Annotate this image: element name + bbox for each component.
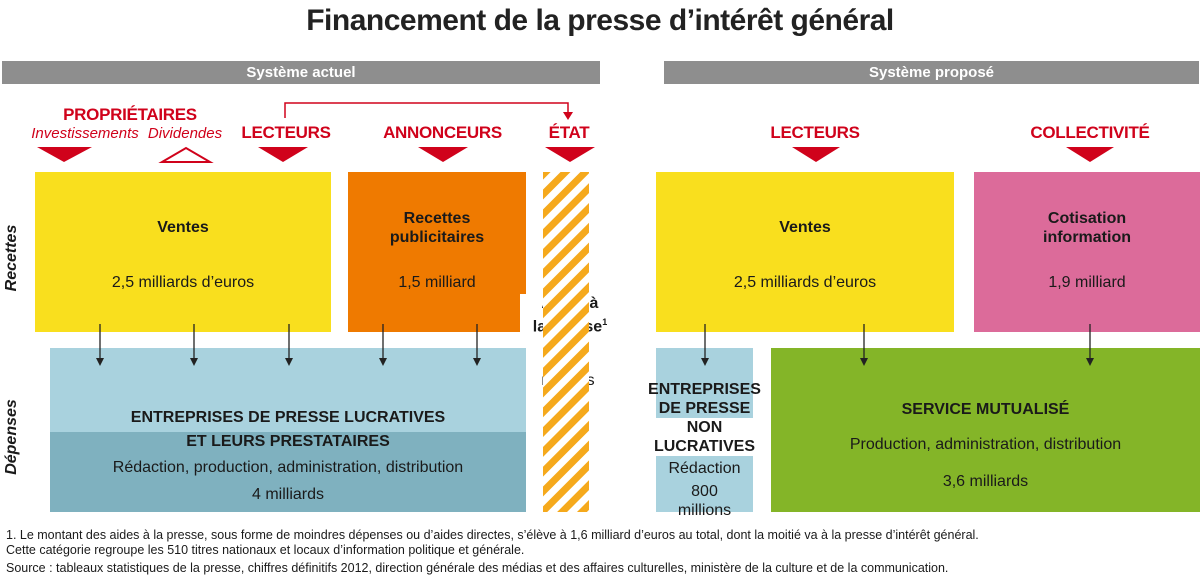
investissements-triangle-icon [37, 147, 92, 162]
dividendes-label: Dividendes [147, 125, 223, 142]
cotisation-title-2: information [1043, 229, 1131, 246]
non-lucratives-desc: Rédaction [668, 460, 741, 477]
recettes-pub-title-1: Recettes [403, 210, 471, 227]
aides-title-2: la presse [532, 318, 603, 336]
cotisation-title-1: Cotisation [1047, 210, 1127, 227]
recettes-pub-value: 1,5 milliard [398, 274, 476, 291]
etat-label: ÉTAT [548, 123, 590, 142]
ventes-proposed-value: 2,5 milliards d’euros [733, 274, 877, 291]
depenses-label: Dépenses [3, 399, 20, 475]
investissements-label: Investissements [31, 125, 139, 142]
aides-footnote-mark: 1 [602, 317, 608, 327]
annonceurs-label: ANNONCEURS [383, 123, 502, 142]
aides-title-2-wrap: la presse1 [533, 313, 607, 336]
footnote-2: Cette catégorie regroupe les 510 titres … [6, 543, 525, 557]
aides-value-1: 800 [554, 353, 582, 370]
proposed-system-bar: Système proposé [664, 61, 1199, 84]
dividendes-triangle-icon [158, 146, 214, 163]
entreprises-value: 4 milliards [251, 486, 324, 503]
ventes-current-title: Ventes [157, 219, 209, 236]
recettes-label: Recettes [3, 224, 20, 292]
etat-striped-column [543, 172, 589, 512]
collectivite-label: COLLECTIVITÉ [1030, 123, 1150, 142]
non-lucratives-value-1: 800 [691, 483, 718, 500]
cotisation-value: 1,9 milliard [1048, 274, 1126, 291]
page-title: Financement de la presse d’intérêt génér… [306, 4, 894, 37]
non-lucratives-title-1: ENTREPRISES [648, 381, 761, 398]
entreprises-title-1: ENTREPRISES DE PRESSE LUCRATIVES [130, 409, 446, 426]
service-title: SERVICE MUTUALISÉ [901, 401, 1070, 418]
aides-value-box: 800 millions [530, 352, 606, 390]
recettes-pub-title-2: publicitaires [389, 229, 485, 246]
non-lucratives-value-2: millions [677, 502, 732, 519]
entreprises-lucratives-text: ENTREPRISES DE PRESSE LUCRATIVES ET LEUR… [50, 408, 526, 504]
current-system-bar: Système actuel [2, 61, 600, 84]
lecteurs-etat-arrow-icon [563, 112, 573, 120]
entreprises-desc: Rédaction, production, administration, d… [112, 459, 464, 476]
aides-label-box: Aides à la presse1 [520, 294, 620, 337]
service-mutualise-box: SERVICE MUTUALISÉ Production, administra… [771, 348, 1200, 512]
aides-title-1: Aides à [541, 295, 599, 312]
footnote-1: 1. Le montant des aides à la presse, sou… [6, 528, 979, 542]
aides-value-2: millions [541, 372, 595, 389]
cotisation-box: Cotisation information 1,9 milliard [974, 172, 1200, 332]
lecteurs-current-label: LECTEURS [241, 123, 331, 142]
lecteurs-current-triangle-icon [258, 147, 308, 162]
entreprises-title-2: ET LEURS PRESTATAIRES [186, 433, 390, 450]
entreprises-lucratives-lower [50, 432, 526, 512]
collectivite-triangle-icon [1066, 147, 1114, 162]
lecteurs-etat-connector [284, 102, 569, 118]
service-desc: Production, administration, distribution [849, 436, 1122, 453]
etat-triangle-icon [545, 147, 595, 162]
non-lucratives-title-2: DE PRESSE [658, 400, 751, 417]
lecteurs-proposed-triangle-icon [792, 147, 840, 162]
ventes-proposed-title: Ventes [779, 219, 831, 236]
lecteurs-proposed-label: LECTEURS [770, 123, 860, 142]
proprietaires-label: PROPRIÉTAIRES [63, 105, 197, 124]
recettes-pub-box: Recettes publicitaires 1,5 milliard [348, 172, 526, 332]
ventes-current-box: Ventes 2,5 milliards d’euros [35, 172, 331, 332]
service-value: 3,6 milliards [942, 473, 1029, 490]
non-lucratives-title-3: NON LUCRATIVES [634, 418, 775, 456]
non-lucratives-box: ENTREPRISES DE PRESSE NON LUCRATIVES Réd… [634, 348, 775, 519]
ventes-current-value: 2,5 milliards d’euros [111, 274, 255, 291]
annonceurs-triangle-icon [418, 147, 468, 162]
ventes-proposed-box: Ventes 2,5 milliards d’euros [656, 172, 954, 332]
footnote-source: Source : tableaux statistiques de la pre… [6, 561, 949, 575]
